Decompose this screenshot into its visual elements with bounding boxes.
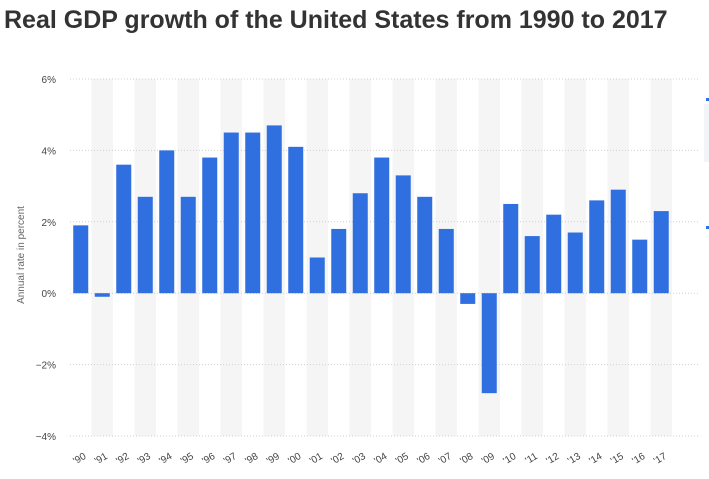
bar-05[interactable] — [395, 175, 411, 294]
x-tick-label: '17 — [652, 451, 669, 467]
x-tick-label: '00 — [286, 451, 303, 467]
x-tick-label: '10 — [501, 451, 518, 467]
band-1 — [91, 79, 113, 436]
x-tick-label: '09 — [480, 451, 497, 467]
x-tick-label: '95 — [179, 451, 196, 467]
x-tick-label: '98 — [243, 451, 260, 467]
x-tick-label: '08 — [458, 451, 475, 467]
bar-95[interactable] — [180, 196, 196, 294]
bar-14[interactable] — [589, 200, 605, 294]
x-tick-label: '99 — [265, 451, 282, 467]
x-tick-label: '16 — [630, 451, 647, 467]
bar-06[interactable] — [417, 196, 433, 294]
bar-96[interactable] — [202, 157, 218, 294]
bar-11[interactable] — [524, 236, 540, 294]
bar-10[interactable] — [503, 203, 519, 294]
x-tick-labels: '90 '91'92 '93'94 '95'96 '97'98 '99'00 '01'02 '… — [71, 451, 669, 467]
side-panel-box — [704, 104, 709, 162]
x-tick-label: '92 — [114, 451, 131, 467]
bar-94[interactable] — [159, 150, 175, 294]
alternating-bands — [91, 79, 672, 436]
chart-title: Real GDP growth of the United States fro… — [4, 6, 668, 34]
side-panel-accent — [706, 98, 709, 101]
bar-98[interactable] — [245, 132, 261, 294]
x-tick-label: '93 — [136, 451, 153, 467]
x-tick-label: '90 — [71, 451, 88, 467]
y-tick-label: 2% — [42, 218, 57, 229]
x-tick-label: '94 — [157, 451, 174, 467]
bar-97[interactable] — [223, 132, 239, 294]
x-tick-label: '13 — [566, 451, 583, 467]
x-tick-label: '03 — [351, 451, 368, 467]
bar-04[interactable] — [374, 157, 390, 294]
x-tick-label: '12 — [544, 451, 561, 467]
bar-08[interactable] — [460, 293, 476, 304]
x-tick-label: '91 — [93, 451, 110, 467]
x-tick-label: '04 — [372, 451, 389, 467]
x-tick-label: '05 — [394, 451, 411, 467]
bar-93[interactable] — [137, 196, 153, 294]
x-tick-label: '96 — [200, 451, 217, 467]
bar-15[interactable] — [610, 189, 626, 294]
x-tick-label: '02 — [329, 451, 346, 467]
y-tick-label: 6% — [42, 75, 57, 86]
bar-02[interactable] — [331, 228, 347, 294]
x-tick-label: '01 — [308, 451, 325, 467]
bar-13[interactable] — [567, 232, 583, 294]
bar-01[interactable] — [309, 257, 325, 294]
bar-99[interactable] — [266, 125, 282, 294]
y-tick-label: −4% — [36, 432, 56, 443]
bar-03[interactable] — [352, 193, 368, 294]
x-tick-label: '14 — [587, 451, 604, 467]
x-tick-label: '11 — [524, 451, 541, 467]
y-axis-label: Annual rate in percent — [16, 206, 27, 304]
bars — [73, 125, 669, 394]
x-tick-label: '06 — [415, 451, 432, 467]
bar-07[interactable] — [438, 228, 454, 294]
side-panel-accent-2 — [706, 226, 709, 229]
y-tick-labels: 6% 4% 2% 0% −2% −4% — [36, 75, 56, 443]
x-tick-label: '07 — [437, 451, 454, 467]
bar-00[interactable] — [288, 146, 304, 294]
bar-16[interactable] — [632, 239, 648, 294]
y-tick-label: 4% — [42, 146, 57, 157]
x-tick-label: '97 — [222, 451, 239, 467]
y-tick-label: −2% — [36, 361, 56, 372]
bar-12[interactable] — [546, 214, 562, 294]
x-tick-label: '15 — [609, 451, 626, 467]
bar-91[interactable] — [94, 293, 110, 297]
bar-17[interactable] — [653, 211, 669, 294]
bar-09[interactable] — [481, 293, 497, 394]
y-tick-label: 0% — [42, 289, 57, 300]
bar-90[interactable] — [73, 225, 89, 294]
bar-92[interactable] — [116, 164, 132, 294]
